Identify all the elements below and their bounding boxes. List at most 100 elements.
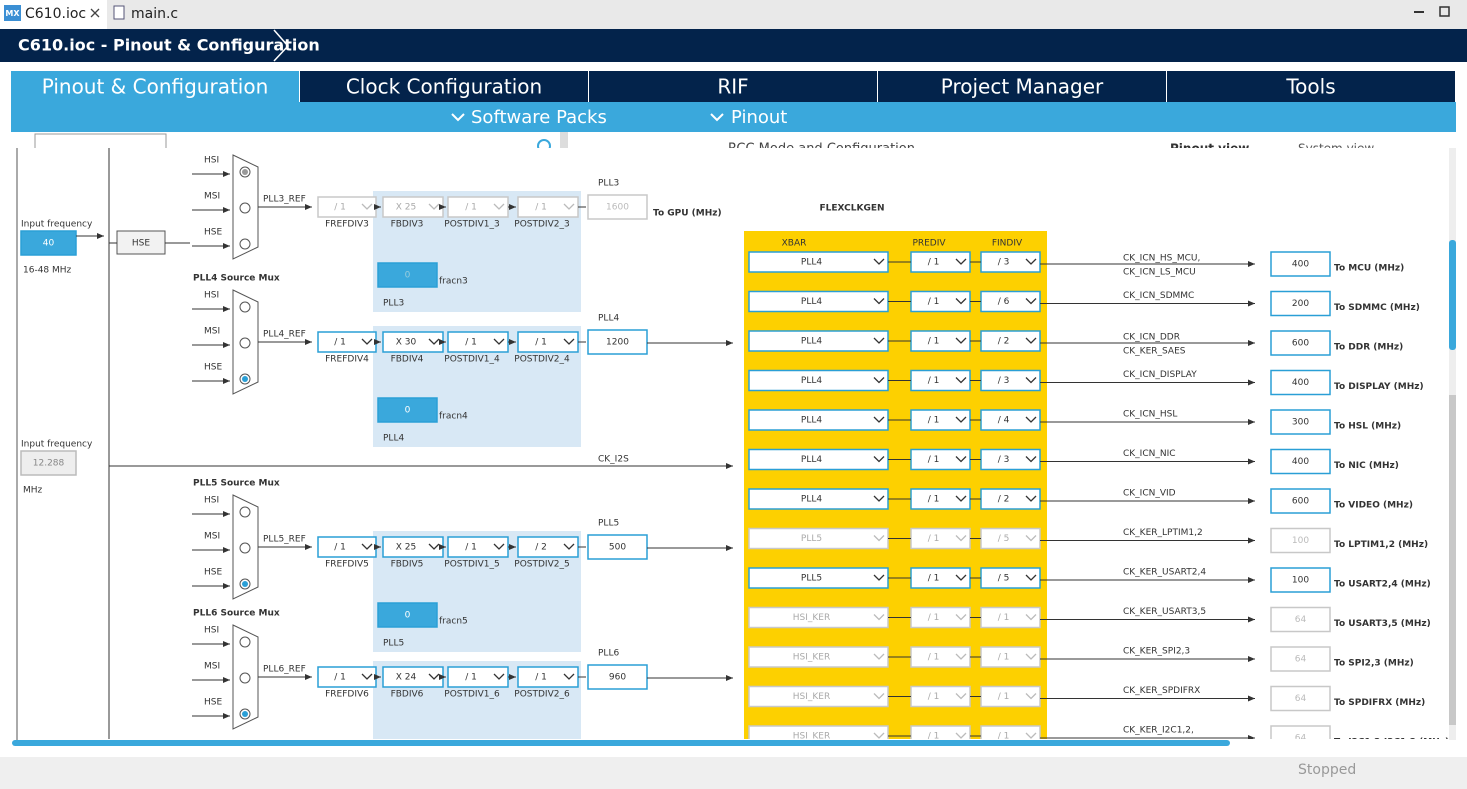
chevron [428, 543, 440, 550]
clock-output[interactable] [1270, 567, 1331, 593]
clock-output-value: 64 [1295, 655, 1307, 665]
main-tab-label[interactable]: Pinout & Configuration [42, 75, 269, 99]
main-tab[interactable] [589, 71, 877, 102]
clock-output[interactable] [1270, 606, 1331, 633]
findiv-select[interactable] [980, 409, 1041, 431]
pll-output[interactable] [587, 534, 648, 560]
prediv-select[interactable] [910, 409, 971, 431]
chevron [873, 614, 885, 621]
prediv-select[interactable] [910, 567, 971, 589]
clock-output[interactable] [1270, 646, 1331, 672]
pll-target: To GPU (MHz) [653, 209, 722, 219]
radio[interactable] [239, 301, 251, 313]
findiv-select [980, 685, 1041, 708]
main-tab[interactable] [1167, 71, 1455, 102]
clock-output[interactable] [1270, 725, 1331, 750]
clock-target: To NIC (MHz) [1334, 461, 1399, 471]
close-icon[interactable] [90, 8, 100, 18]
divider[interactable] [447, 536, 509, 558]
pll-output[interactable] [587, 194, 648, 220]
xbar-select-value: PLL4 [801, 416, 822, 426]
clock-output[interactable] [1270, 409, 1331, 435]
divider[interactable] [447, 666, 509, 688]
findiv-select[interactable] [980, 251, 1041, 273]
divider[interactable] [517, 331, 579, 353]
view-toggle[interactable]: System view [1298, 142, 1374, 156]
pll-output[interactable] [587, 329, 648, 355]
prediv-select[interactable] [910, 369, 971, 392]
divider[interactable] [517, 536, 579, 558]
chevron [873, 693, 885, 700]
prediv-select-value: / 1 [928, 495, 940, 505]
gear-icon[interactable] [537, 139, 551, 152]
clock-output[interactable] [1270, 685, 1331, 712]
clock-output[interactable] [1270, 290, 1331, 317]
main-tab-label[interactable]: Clock Configuration [346, 75, 542, 99]
prediv-select[interactable] [910, 251, 971, 273]
findiv-select[interactable] [980, 330, 1041, 352]
main-tab[interactable] [878, 71, 1166, 102]
main-tab-label[interactable]: Project Manager [941, 75, 1104, 99]
prediv-select[interactable] [910, 448, 971, 471]
radio[interactable] [239, 202, 251, 214]
main-tab[interactable] [300, 71, 588, 102]
findiv-select-value: / 3 [998, 258, 1010, 268]
radio[interactable] [239, 542, 251, 554]
divider-value: / 1 [334, 338, 346, 348]
clock-output[interactable] [1270, 330, 1331, 356]
chevron [955, 732, 967, 739]
chevron [955, 456, 967, 463]
prediv-select[interactable] [910, 330, 971, 352]
fracn[interactable] [377, 397, 438, 423]
editor-tab-label[interactable]: main.c [131, 6, 178, 22]
divider[interactable] [317, 666, 377, 688]
prediv-select[interactable] [910, 488, 971, 510]
sub-tab[interactable]: Software Packs [471, 107, 607, 128]
fracn[interactable] [377, 262, 438, 288]
main-tab-label[interactable]: Tools [1285, 75, 1335, 99]
chevron [873, 495, 885, 502]
main-tab-label[interactable]: RIF [717, 75, 748, 99]
divider[interactable] [317, 536, 377, 558]
findiv-select[interactable] [980, 448, 1041, 471]
input-frequency[interactable] [20, 230, 77, 256]
divider[interactable] [317, 331, 377, 353]
findiv-select[interactable] [980, 369, 1041, 392]
clock-target: To DISPLAY (MHz) [1334, 382, 1424, 392]
findiv-select[interactable] [980, 488, 1041, 510]
fracn[interactable] [377, 602, 438, 628]
findiv-select[interactable] [980, 567, 1041, 589]
h-scroll-thumb[interactable] [12, 740, 1230, 746]
signal-label: CK_KER_SPI2,3 [1123, 647, 1190, 657]
view-toggle[interactable]: Pinout view [1170, 142, 1249, 156]
clock-output[interactable] [1270, 369, 1331, 396]
clock-output-value: 64 [1295, 734, 1307, 744]
divider[interactable] [517, 666, 579, 688]
radio[interactable] [239, 636, 251, 648]
clock-output[interactable] [1270, 527, 1331, 554]
radio[interactable] [239, 238, 251, 250]
main-tab[interactable] [11, 71, 299, 102]
prediv-select[interactable] [910, 290, 971, 313]
radio[interactable] [239, 337, 251, 349]
chevron [493, 203, 505, 210]
chevron [563, 203, 575, 210]
hse-label: HSE [132, 239, 150, 249]
splitter [560, 132, 568, 148]
findiv-select[interactable] [980, 290, 1041, 313]
search-box[interactable] [34, 133, 167, 156]
clock-output[interactable] [1270, 251, 1331, 277]
maximize-icon[interactable] [1439, 6, 1450, 17]
clock-output[interactable] [1270, 448, 1331, 475]
clock-output[interactable] [1270, 488, 1331, 514]
flexclkgen-title: FLEXCLKGEN [819, 204, 884, 214]
divider[interactable] [447, 331, 509, 353]
input-frequency[interactable] [20, 450, 77, 476]
editor-tab-label[interactable]: C610.ioc [25, 6, 86, 22]
sub-tab[interactable]: Pinout [731, 107, 787, 128]
v-scroll-thumb[interactable] [1449, 240, 1456, 350]
pll-output-value: 500 [609, 543, 626, 553]
radio[interactable] [239, 506, 251, 518]
radio[interactable] [239, 672, 251, 684]
pll-output[interactable] [587, 664, 648, 690]
